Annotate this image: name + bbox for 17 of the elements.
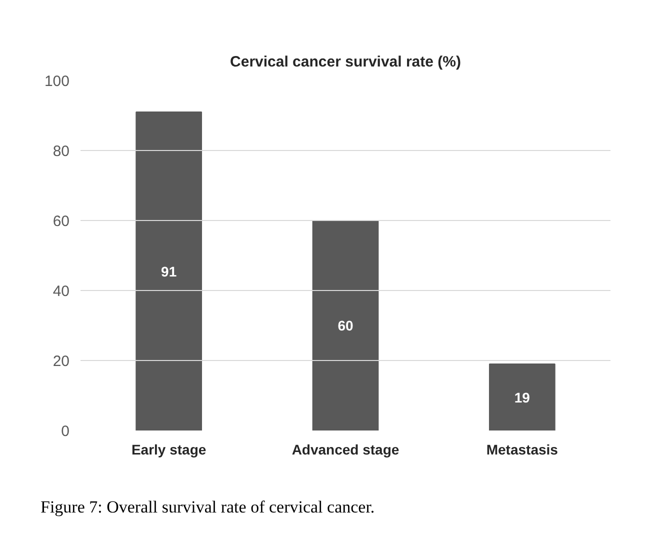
y-tick-label: 100 — [44, 73, 70, 90]
bar — [312, 220, 379, 430]
data-label: 91 — [161, 263, 177, 280]
y-tick-label: 20 — [52, 353, 70, 370]
y-tick-label: 60 — [52, 213, 70, 230]
x-tick-label: Metastasis — [486, 442, 558, 458]
y-tick-label: 0 — [61, 423, 70, 440]
x-tick-label: Advanced stage — [292, 442, 400, 458]
data-label: 60 — [338, 318, 354, 334]
caption: Figure 7: Overall survival rate of cervical cancer. — [40, 498, 375, 516]
data-label: 19 — [514, 389, 530, 406]
bar — [488, 364, 556, 430]
bar — [136, 112, 202, 430]
chart-title: Cervical cancer survival rate (%) — [230, 54, 461, 70]
y-tick-label: 40 — [52, 283, 70, 300]
y-tick-label: 80 — [52, 143, 70, 160]
x-tick-label: Early stage — [131, 442, 206, 458]
